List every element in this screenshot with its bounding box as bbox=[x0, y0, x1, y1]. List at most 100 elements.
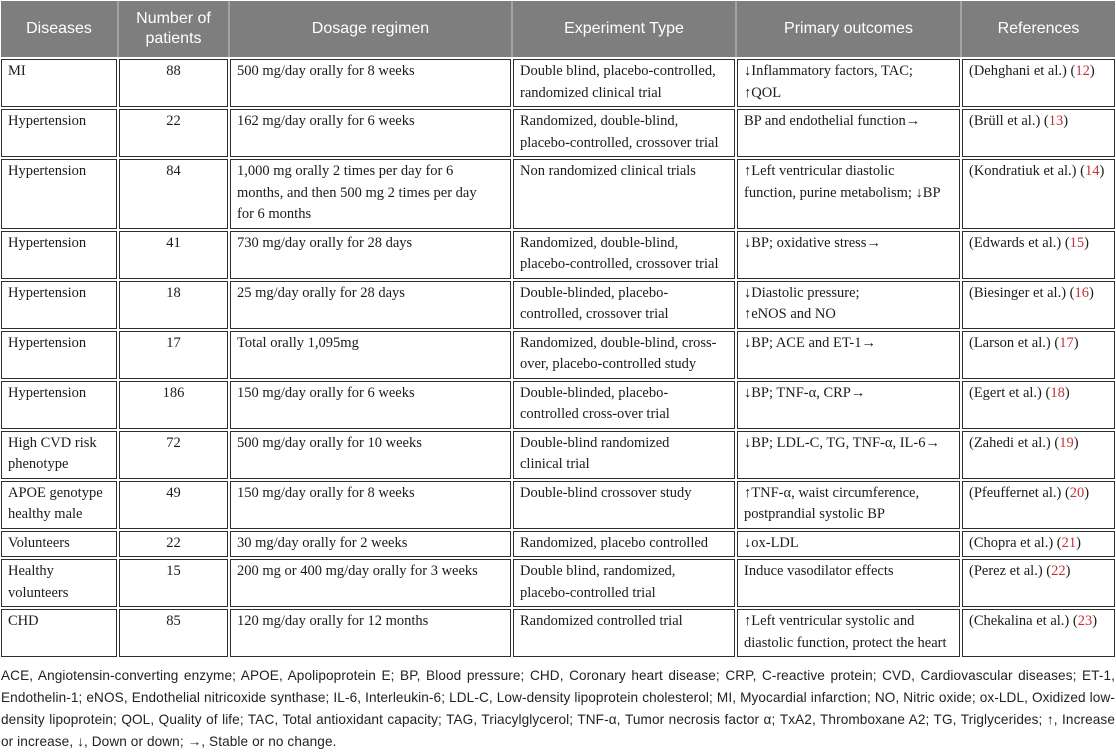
dosage-cell: 200 mg or 400 mg/day orally for 3 weeks bbox=[230, 559, 511, 607]
disease-cell: Hypertension bbox=[1, 380, 117, 429]
patients-cell: 186 bbox=[119, 380, 228, 429]
reference-authors: (Larson et al.) bbox=[969, 334, 1051, 351]
disease-cell: CHD bbox=[1, 609, 117, 657]
outcomes-cell: ↓BP; oxidative stress→ bbox=[737, 230, 960, 279]
citation-number-link[interactable]: 19 bbox=[1059, 434, 1074, 451]
reference-authors: (Brüll et al.) bbox=[969, 113, 1041, 129]
citation-paren-close: ) bbox=[1089, 63, 1095, 79]
experiment-cell: Randomized, double-blind, placebo-contro… bbox=[513, 109, 735, 157]
disease-cell: MI bbox=[1, 59, 117, 107]
outcomes-cell: ↓Diastolic pressure; ↑eNOS and NO bbox=[737, 280, 960, 329]
citation-number-link[interactable]: 17 bbox=[1059, 334, 1074, 351]
citation-paren-open: ( bbox=[1054, 334, 1060, 351]
patients-cell: 85 bbox=[119, 609, 228, 657]
dosage-cell: 162 mg/day orally for 6 weeks bbox=[230, 109, 511, 157]
outcomes-cell: Induce vasodilator effects bbox=[737, 559, 960, 607]
experiment-cell: Randomized controlled trial bbox=[513, 609, 735, 657]
outcomes-cell: ↓BP; ACE and ET-1→ bbox=[737, 330, 960, 379]
reference-cell: (Dehghani et al.) (12) bbox=[962, 59, 1115, 107]
dosage-cell: 25 mg/day orally for 28 days bbox=[230, 280, 511, 329]
abbreviations-footnote: ACE, Angiotensin-converting enzyme; APOE… bbox=[1, 668, 1115, 749]
outcomes-cell: ↑TNF-α, waist circumference, postprandia… bbox=[737, 480, 960, 529]
header-number-of-patients: Number of patients bbox=[119, 1, 228, 57]
outcomes-cell: ↓BP; LDL-C, TG, TNF-α, IL-6→ bbox=[737, 430, 960, 479]
citation-paren-open: ( bbox=[1070, 63, 1076, 79]
citation-number-link[interactable]: 14 bbox=[1084, 163, 1100, 179]
disease-cell: Volunteers bbox=[1, 530, 117, 557]
reference-cell: (Biesinger et al.) (16) bbox=[962, 280, 1115, 329]
patients-cell: 41 bbox=[119, 230, 228, 279]
dosage-cell: 500 mg/day orally for 8 weeks bbox=[230, 59, 511, 107]
dosage-cell: 730 mg/day orally for 28 days bbox=[230, 230, 511, 279]
citation-number-link[interactable]: 20 bbox=[1069, 484, 1085, 501]
outcomes-cell: ↓Inflammatory factors, TAC; ↑QOL bbox=[737, 59, 960, 107]
reference-cell: (Egert et al.) (18) bbox=[962, 380, 1115, 429]
citation-paren-close: ) bbox=[1073, 334, 1079, 351]
citation-number-link[interactable]: 22 bbox=[1051, 563, 1066, 579]
citation-paren-open: ( bbox=[1064, 234, 1070, 251]
outcomes-cell: ↓BP; TNF-α, CRP→ bbox=[737, 380, 960, 429]
experiment-cell: Double blind, randomized, placebo-contro… bbox=[513, 559, 735, 607]
disease-cell: Hypertension bbox=[1, 280, 117, 329]
citation-number-link[interactable]: 21 bbox=[1061, 534, 1077, 551]
citation-number-link[interactable]: 13 bbox=[1048, 113, 1064, 129]
citation-number-link[interactable]: 23 bbox=[1077, 613, 1093, 629]
reference-authors: (Chekalina et al.) bbox=[969, 613, 1070, 629]
experiment-cell: Randomized, double-blind, placebo-contro… bbox=[513, 230, 735, 279]
citation-paren-close: ) bbox=[1065, 563, 1071, 579]
reference-authors: (Kondratiuk et al.) bbox=[969, 163, 1077, 179]
disease-cell: Hypertension bbox=[1, 230, 117, 279]
reference-authors: (Edwards et al.) bbox=[969, 234, 1062, 251]
reference-cell: (Larson et al.) (17) bbox=[962, 330, 1115, 379]
citation-number-link[interactable]: 15 bbox=[1069, 234, 1085, 251]
table-body: MI 88 500 mg/day orally for 8 weeks Double … bbox=[1, 59, 1115, 657]
citation-paren-close: ) bbox=[1084, 484, 1090, 501]
citation-paren-close: ) bbox=[1084, 234, 1090, 251]
experiment-cell: Randomized, placebo controlled bbox=[513, 530, 735, 557]
citation-paren-open: ( bbox=[1080, 163, 1085, 179]
reference-cell: (Kondratiuk et al.) (14) bbox=[962, 159, 1115, 229]
outcomes-cell: BP and endothelial function→ bbox=[737, 109, 960, 157]
patients-cell: 88 bbox=[119, 59, 228, 107]
patients-cell: 22 bbox=[119, 109, 228, 157]
citation-paren-open: ( bbox=[1072, 613, 1078, 629]
dosage-cell: 150 mg/day orally for 6 weeks bbox=[230, 380, 511, 429]
dosage-cell: 30 mg/day orally for 2 weeks bbox=[230, 530, 511, 557]
reference-authors: (Zahedi et al.) bbox=[969, 434, 1051, 451]
citation-paren-open: ( bbox=[1064, 484, 1070, 501]
dosage-cell: Total orally 1,095mg bbox=[230, 330, 511, 379]
reference-cell: (Chekalina et al.) (23) bbox=[962, 609, 1115, 657]
header-experiment-type: Experiment Type bbox=[513, 1, 735, 57]
experiment-cell: Double blind, placebo-controlled, random… bbox=[513, 59, 735, 107]
table-header-row: Diseases Number of patients Dosage regim… bbox=[1, 1, 1115, 57]
citation-paren-close: ) bbox=[1092, 613, 1098, 629]
disease-cell: Healthy volunteers bbox=[1, 559, 117, 607]
disease-cell: Hypertension bbox=[1, 330, 117, 379]
citation-paren-open: ( bbox=[1043, 113, 1049, 129]
reference-authors: (Perez et al.) bbox=[969, 563, 1043, 579]
dosage-cell: 1,000 mg orally 2 times per day for 6 mo… bbox=[230, 159, 511, 229]
reference-cell: (Brüll et al.) (13) bbox=[962, 109, 1115, 157]
header-dosage-regimen: Dosage regimen bbox=[230, 1, 511, 57]
disease-cell: APOE genotype healthy male bbox=[1, 480, 117, 529]
citation-paren-close: ) bbox=[1064, 384, 1070, 401]
patients-cell: 72 bbox=[119, 430, 228, 479]
citation-number-link[interactable]: 18 bbox=[1050, 384, 1065, 401]
dosage-cell: 120 mg/day orally for 12 months bbox=[230, 609, 511, 657]
reference-cell: (Chopra et al.) (21) bbox=[962, 530, 1115, 557]
header-diseases: Diseases bbox=[1, 1, 117, 57]
experiment-cell: Non randomized clinical trials bbox=[513, 159, 735, 229]
header-primary-outcomes: Primary outcomes bbox=[737, 1, 960, 57]
citation-number-link[interactable]: 16 bbox=[1074, 284, 1090, 301]
reference-authors: (Dehghani et al.) bbox=[969, 63, 1067, 79]
citation-paren-open: ( bbox=[1054, 434, 1060, 451]
citation-number-link[interactable]: 12 bbox=[1075, 63, 1090, 79]
outcomes-cell: ↓ox-LDL bbox=[737, 530, 960, 557]
reference-cell: (Pfeuffernet al.) (20) bbox=[962, 480, 1115, 529]
patients-cell: 18 bbox=[119, 280, 228, 329]
reference-cell: (Zahedi et al.) (19) bbox=[962, 430, 1115, 479]
experiment-cell: Double-blinded, placebo- controlled cros… bbox=[513, 380, 735, 429]
citation-paren-close: ) bbox=[1073, 434, 1079, 451]
reference-cell: (Perez et al.) (22) bbox=[962, 559, 1115, 607]
